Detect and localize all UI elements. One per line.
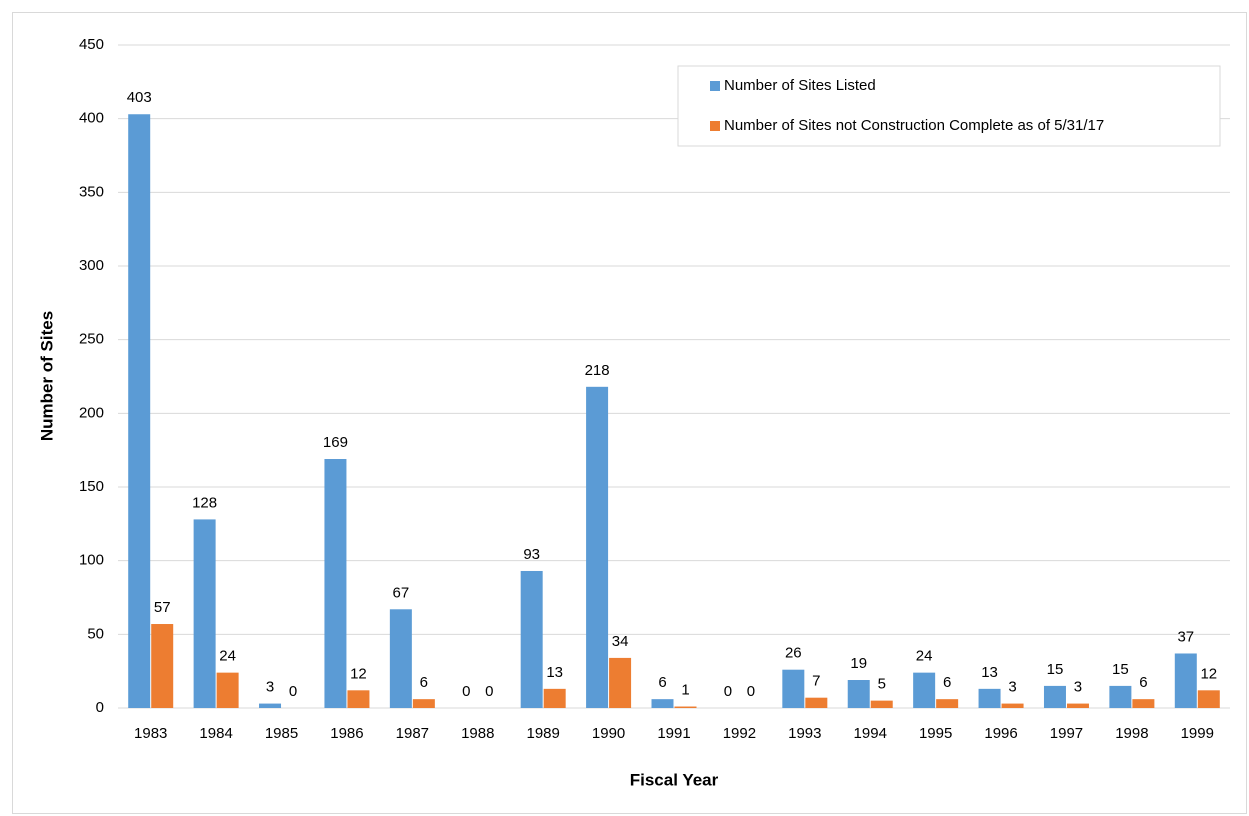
bar (216, 672, 239, 708)
y-tick-label: 150 (79, 478, 104, 495)
bar (1066, 703, 1089, 708)
data-label: 218 (585, 362, 610, 379)
x-tick-label: 1985 (265, 725, 298, 742)
bar (586, 386, 609, 708)
x-tick-label: 1987 (396, 725, 429, 742)
data-label: 7 (812, 673, 820, 690)
data-label: 0 (747, 683, 755, 700)
data-label: 34 (612, 633, 629, 650)
data-label: 67 (393, 584, 410, 601)
y-tick-label: 300 (79, 257, 104, 274)
data-label: 26 (785, 645, 802, 662)
data-label: 93 (523, 546, 540, 563)
bar (543, 688, 566, 708)
x-tick-label: 1993 (788, 725, 821, 742)
data-label: 13 (546, 664, 563, 681)
bar (1132, 699, 1155, 708)
data-label: 1 (681, 681, 689, 698)
bar (193, 519, 216, 708)
bar (412, 699, 435, 708)
bar (847, 680, 870, 708)
data-label: 3 (266, 679, 274, 696)
bar (674, 706, 697, 708)
legend-label: Number of Sites Listed (724, 77, 876, 94)
data-label: 6 (943, 674, 951, 691)
y-tick-label: 50 (87, 625, 104, 642)
x-tick-label: 1989 (526, 725, 559, 742)
bar (1001, 703, 1024, 708)
data-label: 15 (1047, 661, 1064, 678)
data-label: 24 (219, 648, 236, 665)
data-label: 0 (724, 683, 732, 700)
x-tick-label: 1983 (134, 725, 167, 742)
x-tick-label: 1994 (854, 725, 887, 742)
x-tick-label: 1997 (1050, 725, 1083, 742)
x-tick-label: 1995 (919, 725, 952, 742)
x-tick-label: 1991 (657, 725, 690, 742)
y-tick-label: 100 (79, 552, 104, 569)
bar (870, 700, 893, 708)
bar (651, 699, 674, 708)
x-tick-label: 1988 (461, 725, 494, 742)
bar (1197, 690, 1220, 708)
data-label: 0 (485, 683, 493, 700)
data-label: 37 (1177, 628, 1194, 645)
x-tick-label: 1990 (592, 725, 625, 742)
bar (1174, 653, 1197, 708)
bar (128, 114, 151, 709)
bar (259, 703, 282, 708)
y-tick-label: 250 (79, 331, 104, 348)
data-label: 3 (1008, 679, 1016, 696)
legend-box (677, 65, 1221, 147)
bar (389, 609, 412, 708)
data-label: 3 (1074, 679, 1082, 696)
bar (347, 690, 370, 708)
x-tick-label: 1996 (984, 725, 1017, 742)
data-label: 403 (127, 89, 152, 106)
data-label: 15 (1112, 661, 1129, 678)
bar (151, 624, 174, 708)
legend-swatch (710, 81, 720, 91)
data-label: 19 (850, 655, 867, 672)
data-label: 57 (154, 599, 171, 616)
data-label: 128 (192, 494, 217, 511)
bar (936, 699, 959, 708)
data-label: 5 (878, 676, 886, 693)
data-label: 6 (420, 674, 428, 691)
bar (1043, 685, 1066, 708)
data-label: 0 (289, 683, 297, 700)
bar (978, 688, 1001, 708)
bar (805, 697, 828, 708)
legend-swatch (710, 121, 720, 131)
x-tick-label: 1984 (199, 725, 232, 742)
y-tick-label: 200 (79, 404, 104, 421)
y-tick-label: 450 (79, 36, 104, 53)
data-label: 12 (1200, 665, 1217, 682)
bar (913, 672, 936, 708)
data-label: 13 (981, 664, 998, 681)
legend-label: Number of Sites not Construction Complet… (724, 117, 1104, 134)
bar (609, 657, 632, 708)
data-label: 6 (658, 674, 666, 691)
x-tick-label: 1998 (1115, 725, 1148, 742)
bar (1109, 685, 1132, 708)
y-tick-label: 0 (96, 699, 104, 716)
x-tick-label: 1999 (1181, 725, 1214, 742)
x-tick-label: 1992 (723, 725, 756, 742)
data-label: 24 (916, 648, 933, 665)
data-label: 12 (350, 665, 367, 682)
x-tick-label: 1986 (330, 725, 363, 742)
data-label: 169 (323, 434, 348, 451)
data-label: 0 (462, 683, 470, 700)
x-axis-title: Fiscal Year (630, 770, 719, 789)
bar (782, 669, 805, 708)
y-tick-label: 400 (79, 110, 104, 127)
data-label: 6 (1139, 674, 1147, 691)
y-tick-label: 350 (79, 183, 104, 200)
y-axis-title: Number of Sites (37, 311, 56, 441)
bar (520, 570, 543, 708)
bar (324, 459, 347, 708)
